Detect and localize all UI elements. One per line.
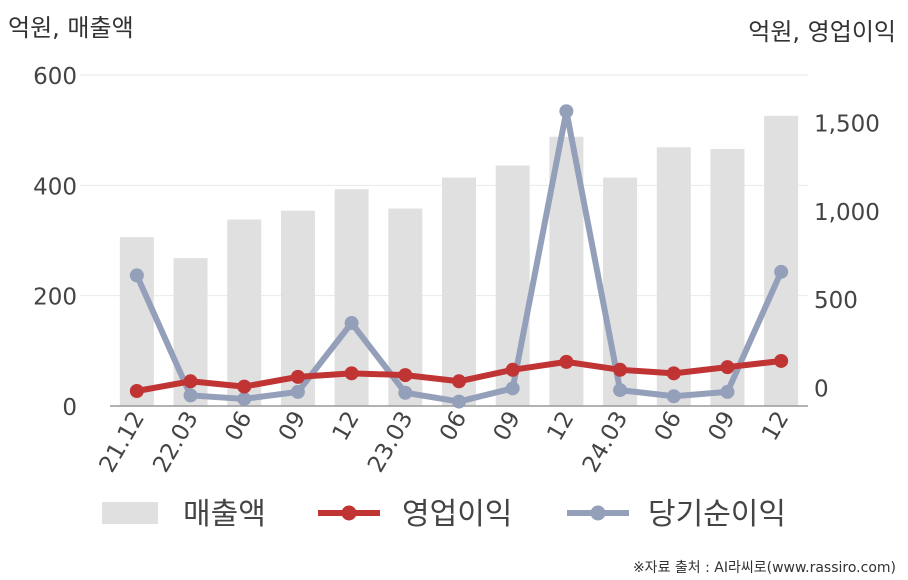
x-tick-label: 22.03 <box>148 407 203 477</box>
data-point <box>505 362 520 377</box>
data-point <box>774 353 789 368</box>
left-axis-title: 억원, 매출액 <box>8 14 134 42</box>
line-series <box>129 104 789 409</box>
x-tick-label: 06 <box>650 407 687 445</box>
left-tick-label: 200 <box>33 285 77 311</box>
x-tick-label: 21.12 <box>95 407 150 477</box>
data-point <box>129 268 144 283</box>
right-tick-label: 500 <box>814 288 858 314</box>
data-point <box>290 384 305 399</box>
bar <box>442 177 476 406</box>
data-point <box>774 264 789 279</box>
data-point <box>237 379 252 394</box>
data-point <box>344 366 359 381</box>
bar-series <box>119 115 799 407</box>
legend: 매출액 영업이익 당기순이익 <box>102 497 786 532</box>
data-point <box>505 381 520 396</box>
data-point <box>613 362 628 377</box>
x-tick-label: 06 <box>435 407 472 445</box>
data-point <box>452 374 466 389</box>
legend-swatch <box>102 502 158 524</box>
data-point <box>720 384 735 399</box>
data-point <box>559 354 574 369</box>
data-point <box>237 391 252 406</box>
source-note: ※자료 출처 : AI라씨로(www.rassiro.com) <box>633 560 896 576</box>
data-point <box>398 368 413 383</box>
data-point <box>398 385 413 400</box>
data-point <box>559 104 574 119</box>
legend-label: 당기순이익 <box>648 497 786 532</box>
x-tick-label: 23.03 <box>363 407 418 477</box>
legend-label: 영업이익 <box>402 497 512 532</box>
left-tick-label: 600 <box>33 64 77 90</box>
bar <box>656 147 691 407</box>
x-tick-label: 12 <box>542 407 579 445</box>
data-point <box>613 383 628 398</box>
x-tick-label: 09 <box>274 407 311 445</box>
left-axis-ticks: 0 200 400 600 <box>33 64 77 421</box>
bar <box>227 219 262 406</box>
data-point <box>290 369 305 384</box>
x-tick-label: 12 <box>328 407 365 445</box>
x-tick-label: 06 <box>220 407 257 445</box>
legend-marker <box>590 505 606 521</box>
right-tick-label: 1,500 <box>814 112 880 138</box>
x-tick-label: 24.03 <box>578 407 633 477</box>
data-point <box>344 316 359 331</box>
data-point <box>666 366 681 381</box>
right-axis-ticks: 0 500 1,000 1,500 <box>814 112 880 403</box>
data-point <box>720 360 735 375</box>
data-point <box>452 394 466 409</box>
bar <box>119 237 154 406</box>
left-tick-label: 400 <box>33 174 77 200</box>
legend-marker <box>341 505 357 521</box>
x-tick-label: 12 <box>757 407 794 445</box>
right-tick-label: 1,000 <box>814 200 880 226</box>
data-point <box>666 389 681 404</box>
x-tick-label: 09 <box>704 407 741 445</box>
left-tick-label: 0 <box>62 395 77 421</box>
data-point <box>183 388 198 403</box>
legend-label: 매출액 <box>183 497 266 532</box>
right-axis-title: 억원, 영업이익 <box>748 18 896 46</box>
x-tick-label: 09 <box>489 407 526 445</box>
data-point <box>183 374 198 389</box>
data-point <box>129 383 144 398</box>
right-tick-label: 0 <box>814 376 829 402</box>
